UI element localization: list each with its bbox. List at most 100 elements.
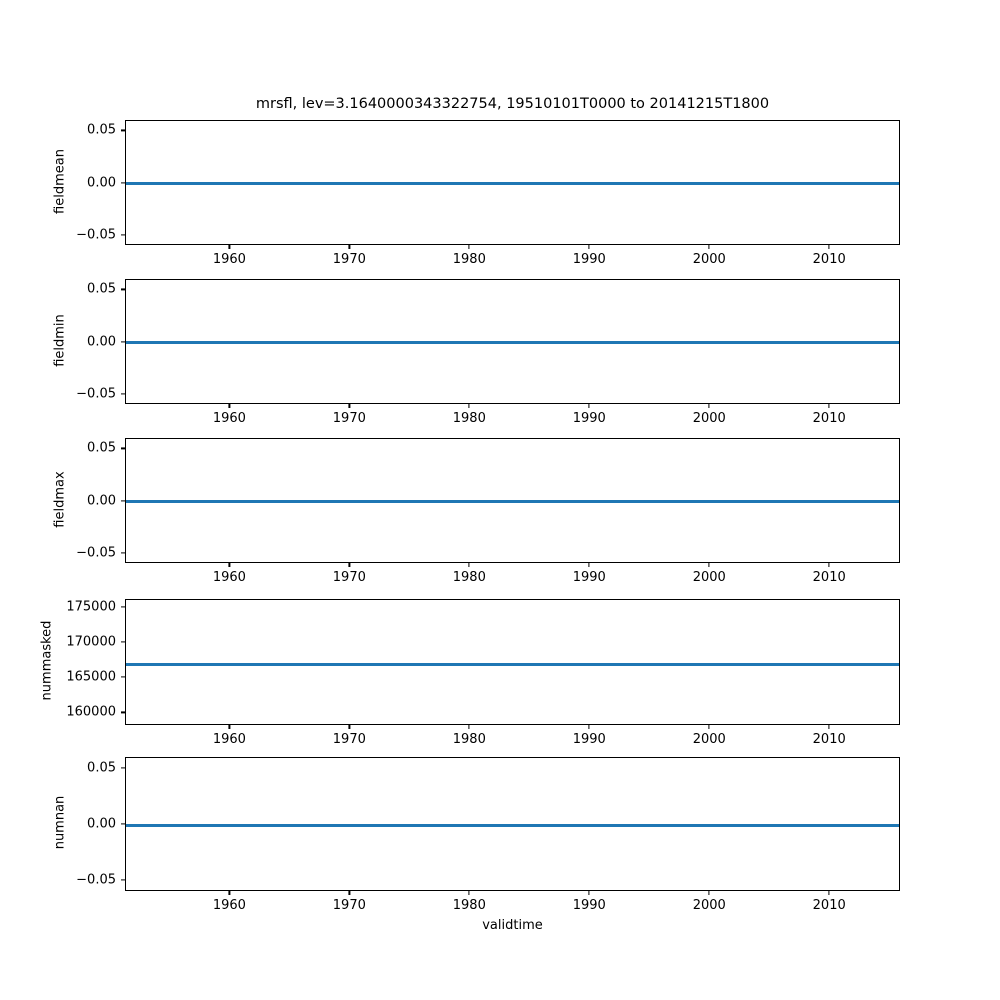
ytick-label: 0.00	[87, 334, 116, 349]
ytick-mark	[120, 288, 125, 290]
data-line-numnan	[126, 823, 899, 827]
ytick-mark	[120, 233, 125, 236]
xtick-mark	[828, 245, 830, 250]
xtick-label: 2000	[692, 411, 726, 426]
xtick-mark	[228, 404, 230, 409]
ytick-mark	[120, 392, 125, 395]
panel-fieldmin	[125, 279, 900, 404]
ytick-label: 0.00	[87, 175, 116, 190]
xtick-label: 1980	[452, 411, 486, 426]
ytick-mark	[120, 499, 125, 502]
panel-numnan	[125, 757, 900, 891]
xtick-mark	[228, 563, 230, 568]
xtick-mark	[708, 404, 710, 409]
ytick-label: 175000	[66, 599, 116, 615]
ytick-mark	[120, 340, 125, 343]
panel-nummasked	[125, 599, 900, 725]
ytick-label: 165000	[66, 669, 116, 685]
xtick-mark	[348, 891, 350, 896]
ytick-mark	[120, 606, 125, 608]
xtick-label: 2000	[692, 252, 726, 267]
xtick-mark	[588, 404, 590, 409]
data-line-fieldmean	[126, 182, 899, 185]
ytick-label: 0.05	[87, 440, 116, 456]
ytick-mark	[120, 447, 125, 449]
xtick-label: 1990	[572, 570, 606, 585]
chart-title: mrsfl, lev=3.1640000343322754, 19510101T…	[255, 96, 770, 112]
xtick-label: 1960	[212, 732, 246, 747]
xtick-label: 1990	[572, 732, 606, 747]
ytick-label: 0.05	[87, 760, 116, 776]
xtick-label: 1960	[212, 252, 246, 267]
xtick-label: 1960	[212, 898, 246, 913]
xtick-label: 1990	[572, 411, 606, 426]
xtick-label: 2010	[812, 252, 846, 267]
xtick-label: 2010	[812, 732, 846, 747]
xtick-label: 1980	[452, 252, 486, 267]
data-line-fieldmin	[126, 341, 899, 344]
ytick-label: 0.00	[87, 816, 116, 832]
xtick-label: 2000	[692, 732, 726, 747]
xtick-mark	[468, 245, 470, 250]
xtick-label: 1980	[452, 732, 486, 747]
ylabel-fieldmax: fieldmax	[52, 470, 68, 528]
xtick-mark	[228, 725, 230, 730]
xtick-label: 1990	[572, 898, 606, 913]
xtick-label: 1960	[212, 411, 246, 426]
ylabel-numnan: numnan	[52, 795, 68, 850]
xtick-mark	[588, 245, 590, 250]
xtick-mark	[468, 725, 470, 730]
xtick-label: 1970	[332, 570, 366, 585]
xtick-label: 2010	[812, 898, 846, 913]
ytick-mark	[120, 823, 125, 825]
ytick-mark	[120, 181, 125, 184]
ytick-mark	[120, 551, 125, 554]
xtick-mark	[588, 725, 590, 730]
ytick-mark	[120, 641, 125, 643]
xtick-label: 1980	[452, 570, 486, 585]
xtick-mark	[468, 404, 470, 409]
xtick-mark	[348, 563, 350, 568]
xtick-label: 1960	[212, 570, 246, 585]
ylabel-fieldmean: fieldmean	[52, 148, 68, 214]
xtick-label: 2010	[812, 570, 846, 585]
panel-fieldmax	[125, 438, 900, 563]
ytick-label: 160000	[66, 704, 116, 720]
xtick-mark	[828, 404, 830, 409]
ytick-label: −0.05	[76, 386, 116, 402]
ytick-label: −0.05	[76, 872, 116, 888]
xtick-mark	[708, 891, 710, 896]
xtick-label: 1970	[332, 898, 366, 913]
ytick-label: 170000	[66, 634, 116, 650]
xtick-label: 1970	[332, 411, 366, 426]
ytick-label: −0.05	[76, 545, 116, 561]
xtick-label: 2000	[692, 898, 726, 913]
xtick-mark	[348, 245, 350, 250]
ytick-label: 0.05	[87, 122, 116, 138]
xtick-mark	[588, 891, 590, 896]
xtick-mark	[348, 725, 350, 730]
xtick-mark	[708, 725, 710, 730]
panel-fieldmean	[125, 120, 900, 245]
ytick-label: 0.05	[87, 281, 116, 297]
xtick-mark	[828, 563, 830, 568]
data-line-nummasked	[126, 662, 899, 666]
xtick-label: 1990	[572, 252, 606, 267]
ytick-mark	[120, 711, 125, 713]
xlabel: validtime	[482, 918, 543, 933]
ylabel-fieldmin: fieldmin	[52, 313, 68, 367]
xtick-mark	[708, 245, 710, 250]
xtick-mark	[828, 725, 830, 730]
ytick-label: 0.00	[87, 493, 116, 508]
ylabel-nummasked: nummasked	[39, 620, 55, 701]
xtick-mark	[828, 891, 830, 896]
xtick-label: 2010	[812, 411, 846, 426]
xtick-mark	[468, 891, 470, 896]
ytick-label: −0.05	[76, 227, 116, 243]
xtick-label: 1970	[332, 252, 366, 267]
xtick-mark	[588, 563, 590, 568]
xtick-mark	[708, 563, 710, 568]
xtick-label: 1970	[332, 732, 366, 747]
xtick-label: 1980	[452, 898, 486, 913]
